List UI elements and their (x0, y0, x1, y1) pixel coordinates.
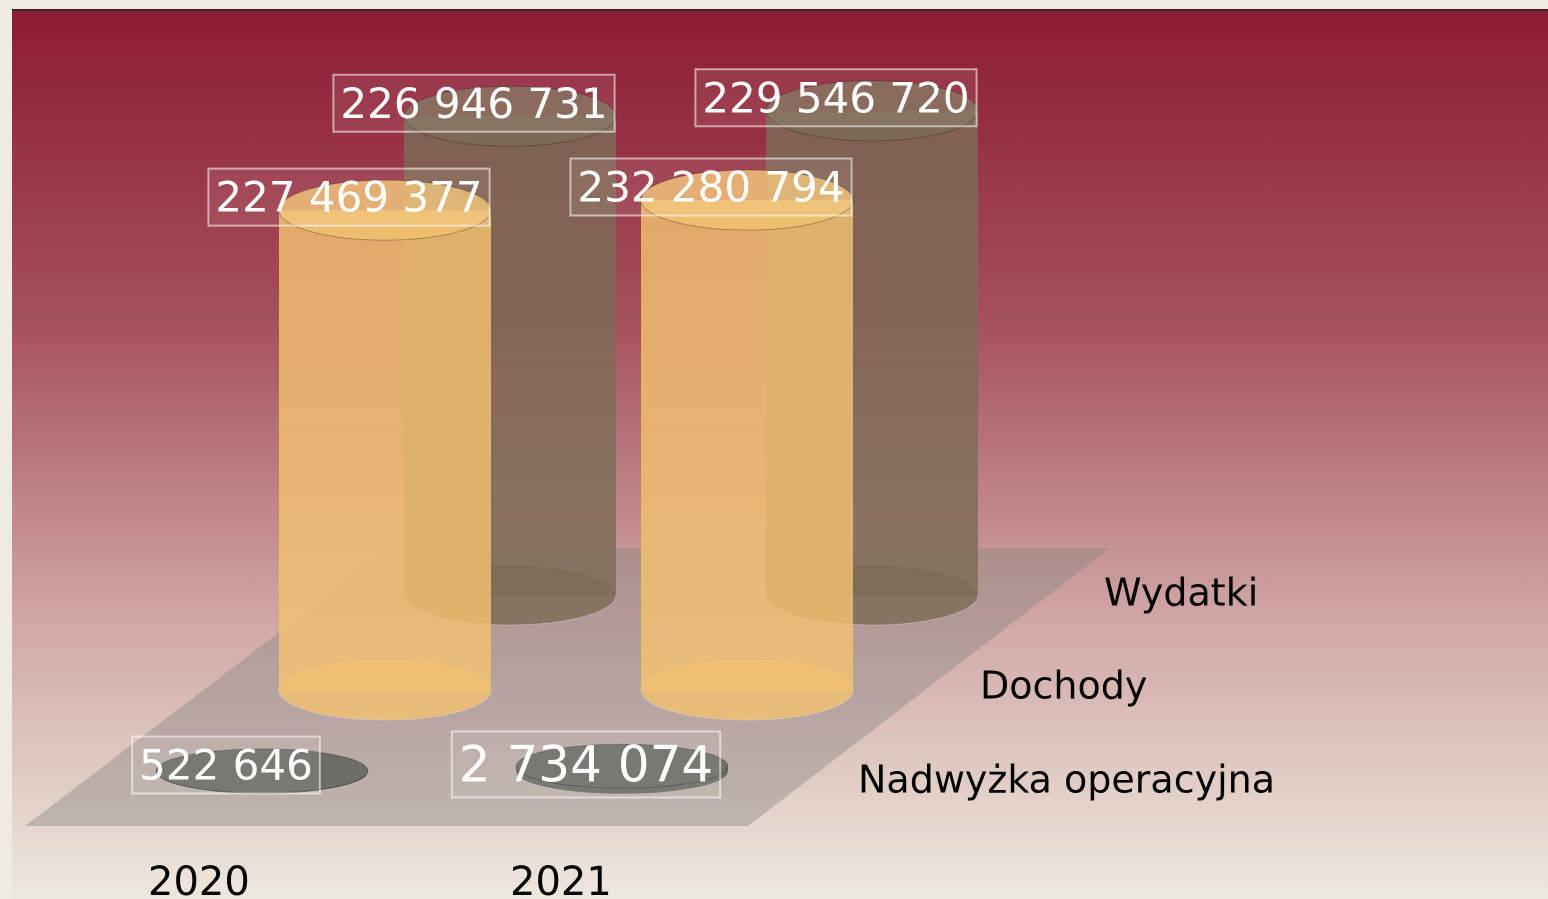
legend-label: Wydatki (1104, 571, 1258, 615)
value-label: 227 469 377 (215, 173, 482, 222)
value-label-box (450, 730, 722, 799)
cylinder (640, 169, 854, 721)
value-label: 226 946 731 (340, 79, 607, 128)
cylinder (278, 179, 492, 721)
x-tick-label: 2021 (510, 859, 612, 899)
marks (155, 80, 979, 795)
value-label: 522 646 (139, 741, 313, 790)
legend-label: Nadwyżka operacyjna (858, 758, 1275, 802)
value-label-box (332, 73, 616, 133)
value-label-box (207, 167, 491, 227)
legend-label: Dochody (980, 664, 1147, 708)
cylinder-body (641, 200, 853, 690)
value-label-box (569, 157, 853, 217)
value-label: 229 546 720 (702, 73, 969, 122)
value-label-box (694, 68, 978, 128)
value-label: 2 734 074 (459, 736, 713, 794)
cylinder-top (515, 743, 729, 789)
x-tick-label: 2020 (148, 859, 250, 899)
cylinder-body (279, 210, 491, 690)
cylinder (515, 743, 729, 795)
value-label-box (131, 735, 321, 795)
value-label: 232 280 794 (577, 163, 844, 212)
